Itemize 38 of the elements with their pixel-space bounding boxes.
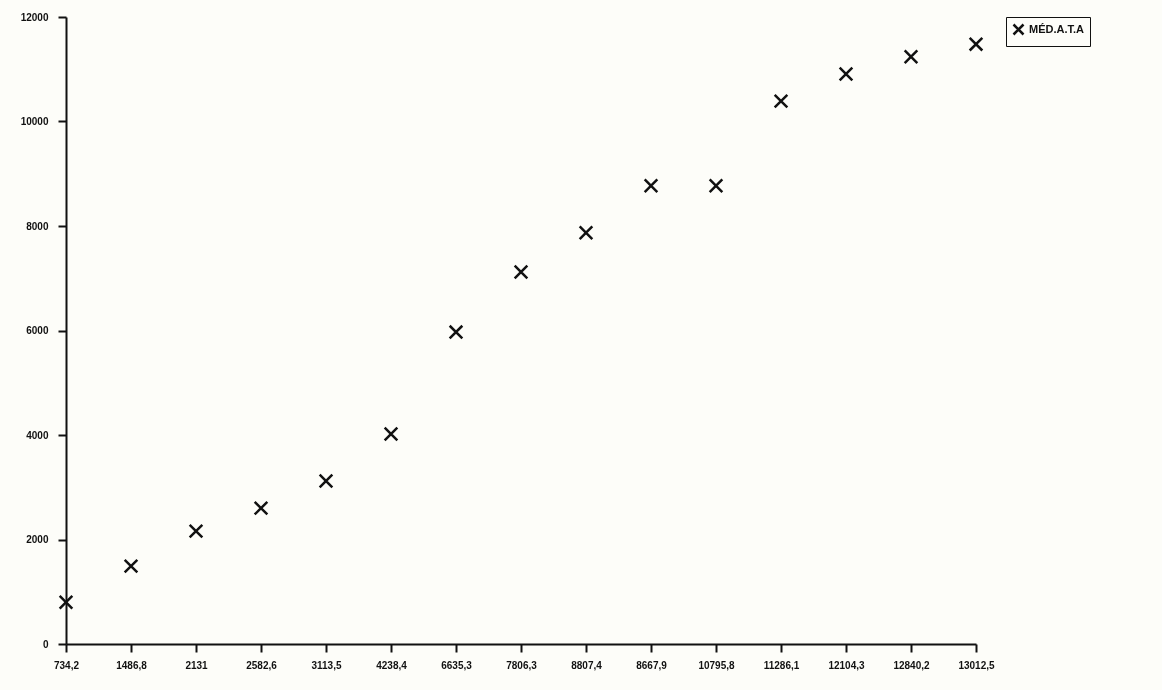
y-tick-label: 8000 [26, 220, 49, 232]
x-tick-label: 12104,3 [828, 659, 866, 671]
y-tick-label: 4000 [26, 429, 49, 441]
point [318, 473, 334, 489]
point [253, 500, 269, 516]
point [578, 225, 594, 241]
point [123, 558, 139, 574]
point [383, 426, 399, 442]
point [58, 594, 74, 610]
legend-label: MÉD.A.T.A [1029, 22, 1085, 35]
x-tick-label: 8667,9 [636, 659, 668, 671]
x-tick-label: 1486,8 [116, 659, 148, 671]
x-tick-label: 7806,3 [506, 659, 538, 671]
point [838, 66, 854, 82]
point [903, 49, 919, 65]
y-tick-label: 0 [42, 638, 49, 650]
y-tick-label: 2000 [26, 534, 49, 545]
x-tick-label: 8807,4 [571, 659, 603, 671]
x-tick-label: 13012,5 [958, 659, 996, 671]
y-tick-label: 10000 [20, 116, 49, 127]
point [773, 93, 789, 109]
point [708, 178, 724, 194]
y-tick-label: 6000 [26, 325, 49, 336]
point [643, 178, 659, 194]
point [188, 523, 204, 539]
point [448, 324, 464, 340]
x-tick-label: 2582,6 [246, 659, 278, 671]
y-tick-label: 12000 [20, 11, 49, 23]
point [968, 36, 984, 52]
point [513, 264, 529, 280]
x-tick-label: 11286,1 [763, 659, 800, 671]
x-tick-label: 6635,3 [441, 659, 473, 671]
x-tick-label: 10795,8 [698, 659, 736, 671]
x-tick-label: 4238,4 [376, 659, 408, 671]
x-tick-label: 3113,5 [311, 659, 342, 671]
x-tick-label: 12840,2 [893, 659, 931, 671]
x-tick-label: 2131 [185, 659, 209, 671]
x-tick-label: 734,2 [53, 659, 80, 671]
